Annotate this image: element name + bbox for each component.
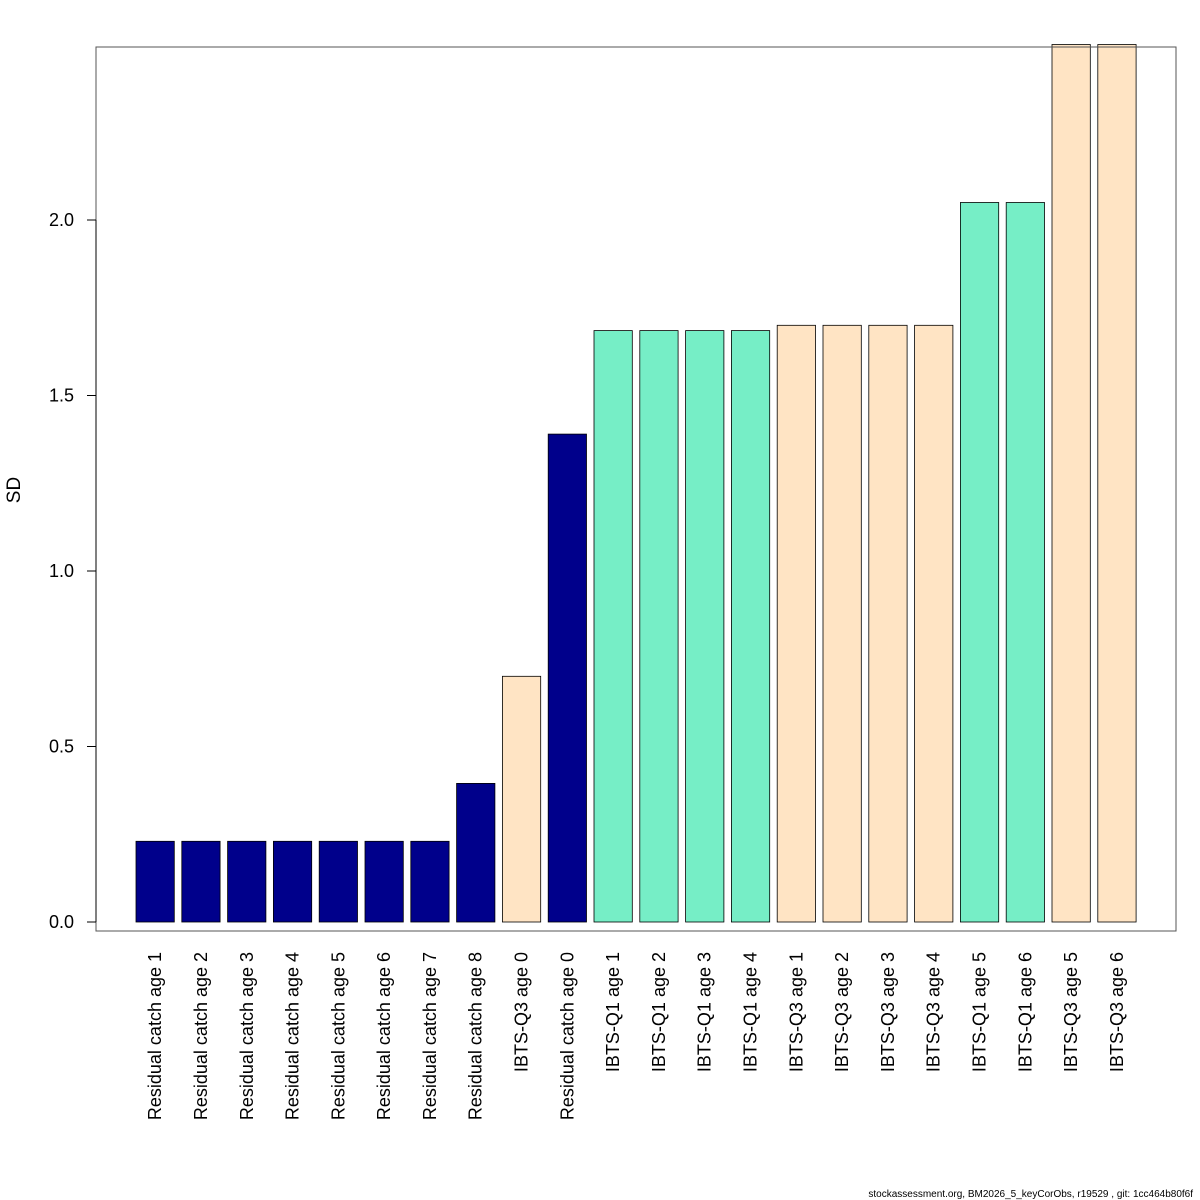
- bar-20: [1051, 44, 1091, 923]
- y-tick-label-2: 1.0: [49, 561, 74, 581]
- y-tick-label-3: 1.5: [49, 386, 74, 406]
- bar-13: [731, 330, 771, 923]
- bars-group: [135, 44, 1137, 923]
- x-tick-label-15: IBTS-Q3 age 2: [832, 952, 852, 1072]
- bar-18: [960, 202, 1000, 923]
- x-tick-label-5: Residual catch age 6: [374, 952, 394, 1120]
- x-tick-label-1: Residual catch age 2: [191, 952, 211, 1120]
- bar-17: [914, 324, 954, 923]
- bar-15: [822, 324, 862, 923]
- bar-0: [135, 840, 175, 923]
- bar-6: [410, 840, 450, 923]
- bar-7: [456, 783, 496, 923]
- bar-2: [227, 840, 267, 923]
- x-tick-label-3: Residual catch age 4: [283, 952, 303, 1120]
- x-tick-label-13: IBTS-Q1 age 4: [741, 952, 761, 1072]
- bar-10: [593, 330, 633, 923]
- x-tick-label-20: IBTS-Q3 age 5: [1061, 952, 1081, 1072]
- bar-5: [364, 840, 404, 923]
- x-tick-label-14: IBTS-Q3 age 1: [786, 952, 806, 1072]
- x-tick-label-10: IBTS-Q1 age 1: [603, 952, 623, 1072]
- bar-14: [776, 324, 816, 923]
- x-tick-label-4: Residual catch age 5: [328, 952, 348, 1120]
- x-tick-label-17: IBTS-Q3 age 4: [924, 952, 944, 1072]
- bar-9: [547, 433, 587, 923]
- bar-11: [639, 330, 679, 923]
- bar-21: [1097, 44, 1137, 923]
- y-axis: 0.0 0.5 1.0 1.5 2.0: [49, 210, 97, 932]
- x-tick-label-12: IBTS-Q1 age 3: [695, 952, 715, 1072]
- y-axis-title: SD: [4, 477, 25, 503]
- x-tick-label-2: Residual catch age 3: [237, 952, 257, 1120]
- bar-12: [685, 330, 725, 923]
- bar-19: [1005, 202, 1045, 923]
- bar-3: [272, 840, 313, 923]
- x-tick-label-19: IBTS-Q1 age 6: [1015, 952, 1035, 1072]
- bar-16: [868, 324, 908, 923]
- y-tick-label-0: 0.0: [49, 912, 74, 932]
- bar-4: [318, 840, 358, 923]
- bar-8: [501, 675, 542, 923]
- x-tick-label-21: IBTS-Q3 age 6: [1107, 952, 1127, 1072]
- y-tick-label-1: 0.5: [49, 737, 74, 757]
- x-tick-label-18: IBTS-Q1 age 5: [970, 952, 990, 1072]
- bar-1: [181, 840, 221, 923]
- x-tick-label-16: IBTS-Q3 age 3: [878, 952, 898, 1072]
- x-tick-label-0: Residual catch age 1: [145, 952, 165, 1120]
- x-tick-label-6: Residual catch age 7: [420, 952, 440, 1120]
- x-tick-label-11: IBTS-Q1 age 2: [649, 952, 669, 1072]
- footer-note: stockassessment.org, BM2026_5_keyCorObs,…: [868, 1189, 1193, 1200]
- x-tick-label-7: Residual catch age 8: [466, 952, 486, 1120]
- x-axis-labels: Residual catch age 1 Residual catch age 2…: [145, 952, 1127, 1120]
- x-tick-label-9: Residual catch age 0: [557, 952, 577, 1120]
- x-tick-label-8: IBTS-Q3 age 0: [512, 952, 532, 1072]
- y-tick-label-4: 2.0: [49, 210, 74, 230]
